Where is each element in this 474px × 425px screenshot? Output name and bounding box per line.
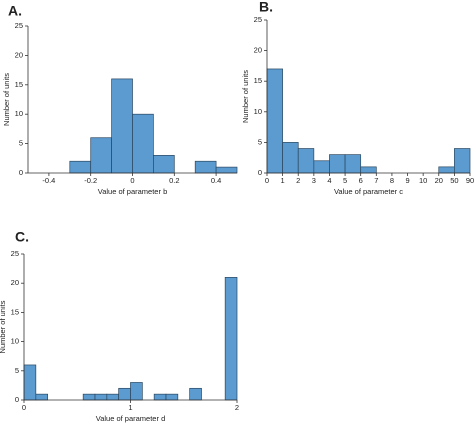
y-tick-label: 25 [15,21,23,30]
x-tick-label: 10 [419,176,427,185]
panel-title: B. [259,0,273,15]
y-tick-label: 25 [11,249,19,258]
histogram-bar [35,393,49,401]
histogram-bar [111,78,133,174]
histogram-bar [23,364,37,401]
x-tick-label: 3 [312,176,316,185]
histogram-bar [215,166,238,174]
histogram-bar [106,393,120,401]
histogram-bar [69,160,92,174]
y-tick-label: 0 [15,395,19,404]
x-tick-label: 1 [128,403,132,412]
y-tick-label: 20 [11,278,19,287]
x-tick-label: 0 [22,403,26,412]
histogram-bar [90,137,112,174]
x-tick-label: -0.2 [84,176,97,185]
histogram-bar [153,393,167,401]
x-tick-label: -0.4 [42,176,55,185]
y-tick-label: 15 [15,80,23,89]
x-axis-label: Value of parameter b [98,187,168,196]
y-tick-label: 0 [258,168,262,177]
y-axis-label: Number of units [241,70,250,123]
histogram-bar [313,160,330,174]
x-tick-label: 6 [359,176,363,185]
x-tick-label: 20 [435,176,443,185]
y-tick-label: 15 [254,76,262,85]
x-tick-label: 4 [327,176,331,185]
x-axis-label: Value of parameter d [96,414,166,423]
y-tick-label: 5 [258,137,262,146]
histogram-bar [266,68,283,174]
x-tick-label: 50 [450,176,458,185]
x-tick-label: 0 [265,176,269,185]
x-tick-label: 5 [343,176,347,185]
histogram-bar [329,154,346,174]
x-tick-label: 7 [374,176,378,185]
y-tick-label: 10 [11,337,19,346]
y-tick-label: 20 [15,50,23,59]
histogram-bar [153,155,175,174]
histogram-bar [454,148,471,174]
histogram-bar [194,160,217,174]
histogram-bar [165,393,179,401]
x-tick-label: 1 [281,176,285,185]
x-tick-label: 0.2 [169,176,179,185]
y-tick-label: 10 [15,109,23,118]
y-axis-label: Number of units [2,73,11,126]
histogram-bar [132,113,154,174]
y-tick-label: 25 [254,15,262,24]
x-tick-label: 0.4 [211,176,221,185]
y-tick-label: 5 [15,366,19,375]
x-tick-label: 2 [235,403,239,412]
y-tick-label: 0 [19,168,23,177]
y-tick-label: 15 [11,307,19,316]
histogram-bar [282,142,299,174]
histogram-bar [297,148,315,174]
histogram-bar [189,387,202,401]
histogram-bar [344,154,362,174]
y-axis-label: Number of units [0,300,7,353]
histogram-bar [82,393,96,401]
y-tick-label: 20 [254,46,262,55]
histogram-bar [224,277,238,401]
histogram-bar [360,166,377,174]
y-tick-label: 10 [254,107,262,116]
histogram-bar [130,382,143,401]
x-tick-label: 90 [466,176,474,185]
panel-title: C. [15,229,29,245]
panel-title: A. [8,3,22,19]
histogram-bar [94,393,108,401]
x-tick-label: 2 [296,176,300,185]
y-tick-label: 5 [19,139,23,148]
x-tick-label: 9 [405,176,409,185]
x-axis-label: Value of parameter c [334,187,403,196]
histogram-bar [118,387,131,401]
x-tick-label: 0 [130,176,134,185]
histogram-bar [438,166,455,174]
x-tick-label: 8 [390,176,394,185]
